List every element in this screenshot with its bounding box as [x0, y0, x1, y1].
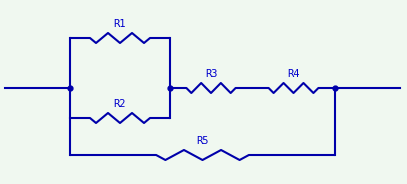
Text: R5: R5: [196, 136, 209, 146]
Text: R1: R1: [114, 19, 126, 29]
Text: R4: R4: [287, 69, 300, 79]
Text: R3: R3: [205, 69, 217, 79]
Text: R2: R2: [114, 99, 126, 109]
